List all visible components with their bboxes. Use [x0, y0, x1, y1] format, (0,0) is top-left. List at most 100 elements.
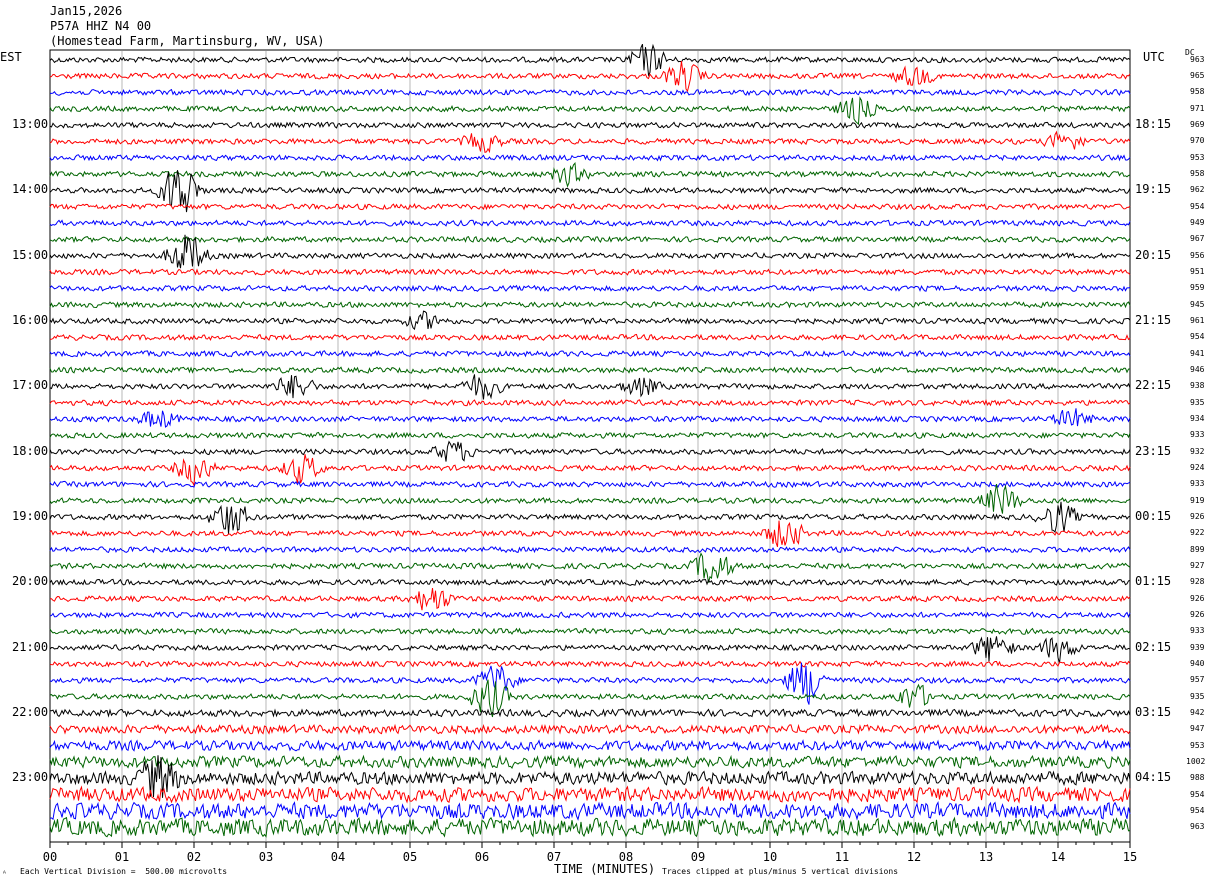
x-tick-label: 10 — [763, 850, 777, 864]
x-tick-label: 01 — [115, 850, 129, 864]
x-tick-label: 12 — [907, 850, 921, 864]
left-timezone: EST — [0, 50, 22, 64]
dc-offset-value: 940 — [1190, 659, 1205, 668]
right-hour-label: 01:15 — [1135, 574, 1172, 589]
dc-offset-value: 932 — [1190, 446, 1205, 456]
seismic-trace — [49, 399, 1131, 407]
seismic-trace — [49, 816, 1131, 838]
right-hour-label: 00:15 — [1135, 509, 1172, 524]
dc-offset-value: 933 — [1190, 430, 1205, 440]
seismic-trace — [49, 636, 1131, 664]
dc-offset-value: 969 — [1190, 120, 1205, 130]
dc-offset-value: 924 — [1190, 463, 1205, 473]
dc-offset-value: 953 — [1190, 152, 1205, 162]
seismic-trace — [49, 235, 1131, 244]
dc-offset-value: 1002 — [1186, 756, 1206, 766]
seismic-trace — [49, 121, 1131, 129]
station-location: (Homestead Farm, Martinsburg, WV, USA) — [50, 34, 325, 48]
right-hour-label: 04:15 — [1135, 770, 1172, 785]
dc-offset-value: 954 — [1190, 201, 1205, 211]
vertical-division-note: Each Vertical Division = 500.00 microvol… — [20, 867, 228, 876]
dc-offset-value: 954 — [1190, 805, 1205, 815]
seismic-trace — [49, 219, 1131, 227]
scale-icon: ᴬ — [2, 869, 7, 878]
right-hour-label: 19:15 — [1135, 182, 1172, 197]
seismic-trace — [50, 708, 1131, 718]
dc-offset-value: 949 — [1190, 218, 1205, 228]
seismic-trace — [49, 755, 1131, 798]
dc-offset-value: 899 — [1190, 544, 1205, 554]
right-hour-label: 21:15 — [1135, 313, 1172, 328]
dc-offset-value: 956 — [1190, 250, 1205, 260]
dc-offset-value: 963 — [1190, 54, 1205, 64]
record-date: Jan15,2026 — [50, 4, 123, 18]
seismic-trace — [49, 301, 1131, 309]
x-tick-label: 11 — [835, 850, 849, 864]
seismic-trace — [49, 662, 1131, 705]
left-hour-label: 21:00 — [12, 639, 49, 654]
dc-offset-value: 954 — [1190, 789, 1205, 799]
dc-offset-value: 933 — [1190, 479, 1205, 489]
seismic-trace — [49, 484, 1131, 514]
left-hour-label: 22:00 — [12, 704, 49, 719]
seismic-trace — [49, 408, 1131, 428]
dc-offset-value: 946 — [1190, 365, 1205, 375]
right-hour-label: 22:15 — [1135, 378, 1172, 393]
x-tick-label: 02 — [187, 850, 201, 864]
dc-offset-value: 971 — [1190, 103, 1205, 113]
seismic-trace — [49, 627, 1131, 636]
dc-offset-value: 919 — [1190, 495, 1205, 505]
dc-offset-value: 963 — [1190, 822, 1205, 832]
seismic-trace — [49, 350, 1131, 358]
dc-offset-value: 933 — [1190, 626, 1205, 636]
station-code: P57A HHZ N4 00 — [50, 19, 152, 33]
x-tick-label: 13 — [979, 850, 993, 864]
left-hour-label: 14:00 — [12, 182, 49, 197]
right-hour-label: 02:15 — [1135, 639, 1172, 654]
dc-offset-value: 928 — [1190, 577, 1205, 587]
dc-offset-value: 954 — [1190, 332, 1205, 342]
left-hour-label: 17:00 — [12, 378, 49, 393]
left-hour-label: 16:00 — [12, 313, 49, 328]
seismic-trace — [49, 333, 1131, 342]
plot-frame — [49, 49, 1131, 843]
dc-offset-value: 942 — [1190, 707, 1205, 717]
seismic-trace — [49, 284, 1131, 293]
right-hour-label: 03:15 — [1135, 704, 1172, 719]
seismic-trace — [49, 501, 1131, 534]
seismic-trace — [49, 454, 1131, 488]
dc-offset-value: 927 — [1190, 561, 1205, 571]
seismic-trace — [49, 161, 1131, 188]
seismic-trace — [49, 723, 1131, 735]
dc-offset-value: 967 — [1190, 234, 1205, 244]
dc-offset-value: 988 — [1190, 773, 1205, 783]
x-tick-label: 15 — [1123, 850, 1137, 864]
right-hour-label: 18:15 — [1135, 117, 1172, 132]
x-tick-label: 09 — [691, 850, 705, 864]
dc-offset-value: 970 — [1190, 136, 1205, 146]
x-tick-label: 04 — [331, 850, 345, 864]
seismic-trace — [49, 43, 1131, 77]
seismic-trace — [49, 130, 1131, 154]
x-tick-label: 03 — [259, 850, 273, 864]
seismic-trace — [50, 88, 1131, 97]
dc-offset-value: 959 — [1190, 283, 1205, 293]
seismic-trace — [49, 268, 1131, 276]
x-tick-label: 00 — [43, 850, 57, 864]
seismic-trace — [49, 61, 1131, 93]
seismic-trace — [49, 546, 1131, 554]
seismic-trace — [49, 96, 1131, 126]
dc-offset-value: 958 — [1190, 87, 1205, 97]
dc-offset-value: 926 — [1190, 593, 1205, 603]
dc-offset-value: 934 — [1190, 414, 1205, 424]
left-hour-label: 15:00 — [12, 247, 49, 262]
seismic-trace — [49, 660, 1131, 668]
seismic-trace — [49, 366, 1131, 374]
dc-offset-value: 945 — [1190, 299, 1205, 309]
dc-offset-value: 947 — [1190, 724, 1205, 734]
seismic-trace — [49, 310, 1131, 331]
seismic-trace — [49, 679, 1131, 718]
dc-offset-value: 965 — [1190, 71, 1205, 81]
dc-offset-value: 941 — [1190, 348, 1205, 358]
